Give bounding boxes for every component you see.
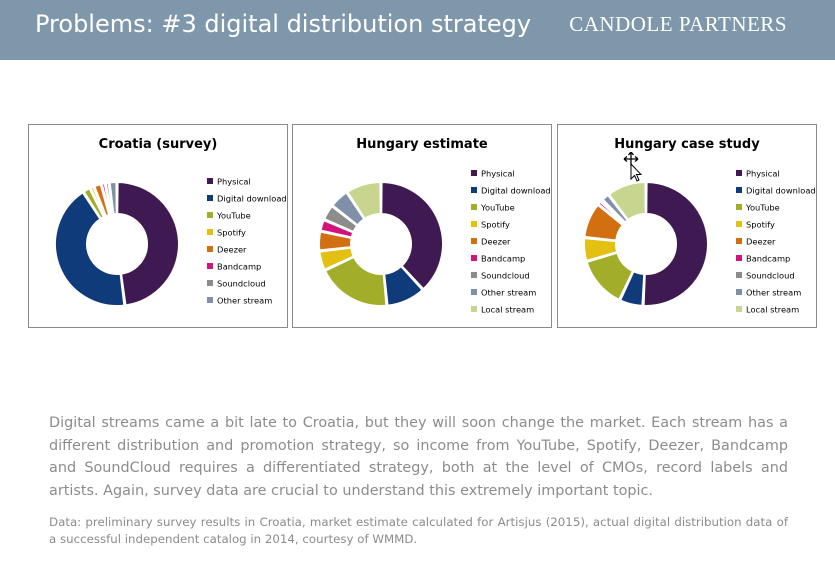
legend-swatch-spotify <box>736 221 742 227</box>
legend-swatch-youtube <box>471 204 477 210</box>
donut-chart-svg: Croatia (survey) Physical Digital download… <box>54 137 287 307</box>
chart-title: Hungary case study <box>614 137 760 152</box>
slice-physical <box>642 180 709 307</box>
legend-swatch-digital-download <box>471 187 477 193</box>
chart-hungary-case-study: Hungary case study Physical Digital downlo… <box>557 124 817 328</box>
legend-swatch-local-stream <box>471 306 477 312</box>
legend-label-deezer: Deezer <box>746 237 776 247</box>
slice-deezer <box>583 203 625 242</box>
legend-label-bandcamp: Bandcamp <box>746 254 790 264</box>
legend-swatch-spotify <box>207 229 213 235</box>
slice-digital-download <box>54 190 126 307</box>
legend-swatch-physical <box>471 170 477 176</box>
legend-label-physical: Physical <box>481 169 515 179</box>
legend-label-digital-download: Digital download <box>481 186 551 196</box>
legend-label-digital-download: Digital download <box>746 186 816 196</box>
legend-label-soundcloud: Soundcloud <box>481 271 530 281</box>
slice-other-stream <box>108 180 118 216</box>
legend-label-bandcamp: Bandcamp <box>481 254 525 264</box>
legend-label-youtube: YouTube <box>480 203 515 213</box>
slice-youtube <box>585 251 635 302</box>
donut-chart-svg: Hungary estimate Physical Digital download… <box>318 137 551 315</box>
legend-swatch-deezer <box>471 238 477 244</box>
legend-label-spotify: Spotify <box>746 220 775 230</box>
legend-swatch-other-stream <box>207 297 213 303</box>
legend-label-youtube: YouTube <box>216 211 251 221</box>
legend-label-soundcloud: Soundcloud <box>746 271 795 281</box>
legend-swatch-digital-download <box>207 195 213 201</box>
body-paragraph: Digital streams came a bit late to Croat… <box>49 415 788 499</box>
legend-label-other-stream: Other stream <box>746 288 801 298</box>
brand-logo-text: CANDOLE PARTNERS <box>569 12 787 36</box>
legend-label-spotify: Spotify <box>481 220 510 230</box>
legend-swatch-youtube <box>736 204 742 210</box>
chart-croatia-survey: Croatia (survey) Physical Digital download… <box>28 124 288 328</box>
legend-swatch-digital-download <box>736 187 742 193</box>
legend-label-other-stream: Other stream <box>217 296 272 306</box>
slide-header: Problems: #3 digital distribution strate… <box>0 0 835 60</box>
legend-swatch-youtube <box>207 212 213 218</box>
legend-label-youtube: YouTube <box>745 203 780 213</box>
legend-swatch-local-stream <box>736 306 742 312</box>
slice-local-stream <box>346 180 382 221</box>
chart-hungary-estimate: Hungary estimate Physical Digital download… <box>292 124 552 328</box>
legend-label-physical: Physical <box>217 177 251 187</box>
slice-youtube <box>323 255 388 307</box>
slice-physical <box>380 180 444 291</box>
legend-swatch-deezer <box>207 246 213 252</box>
legend-swatch-bandcamp <box>207 263 213 269</box>
legend-label-local-stream: Local stream <box>481 305 534 315</box>
legend-label-physical: Physical <box>746 169 780 179</box>
legend-label-spotify: Spotify <box>217 228 246 238</box>
legend-label-bandcamp: Bandcamp <box>217 262 261 272</box>
legend-label-digital-download: Digital download <box>217 194 287 204</box>
legend-label-deezer: Deezer <box>217 245 247 255</box>
legend-label-local-stream: Local stream <box>746 305 799 315</box>
chart-title: Croatia (survey) <box>99 137 218 152</box>
chart-title: Hungary estimate <box>356 137 488 152</box>
legend-swatch-physical <box>736 170 742 176</box>
legend-swatch-soundcloud <box>207 280 213 286</box>
donut-chart-svg: Hungary case study Physical Digital downlo… <box>583 137 816 315</box>
legend-swatch-spotify <box>471 221 477 227</box>
mouse-cursor-icon <box>623 152 642 182</box>
slice-physical <box>116 180 180 307</box>
legend-swatch-other-stream <box>471 289 477 295</box>
legend-swatch-bandcamp <box>736 255 742 261</box>
data-source-note: Data: preliminary survey results in Croa… <box>49 515 788 546</box>
legend-swatch-other-stream <box>736 289 742 295</box>
legend-swatch-bandcamp <box>471 255 477 261</box>
legend-label-soundcloud: Soundcloud <box>217 279 266 289</box>
legend-swatch-deezer <box>736 238 742 244</box>
legend-label-other-stream: Other stream <box>481 288 536 298</box>
slice-local-stream <box>607 180 647 222</box>
legend-swatch-soundcloud <box>736 272 742 278</box>
legend-swatch-physical <box>207 178 213 184</box>
page-title: Problems: #3 digital distribution strate… <box>35 10 532 38</box>
legend-swatch-soundcloud <box>471 272 477 278</box>
legend-label-deezer: Deezer <box>481 237 511 247</box>
